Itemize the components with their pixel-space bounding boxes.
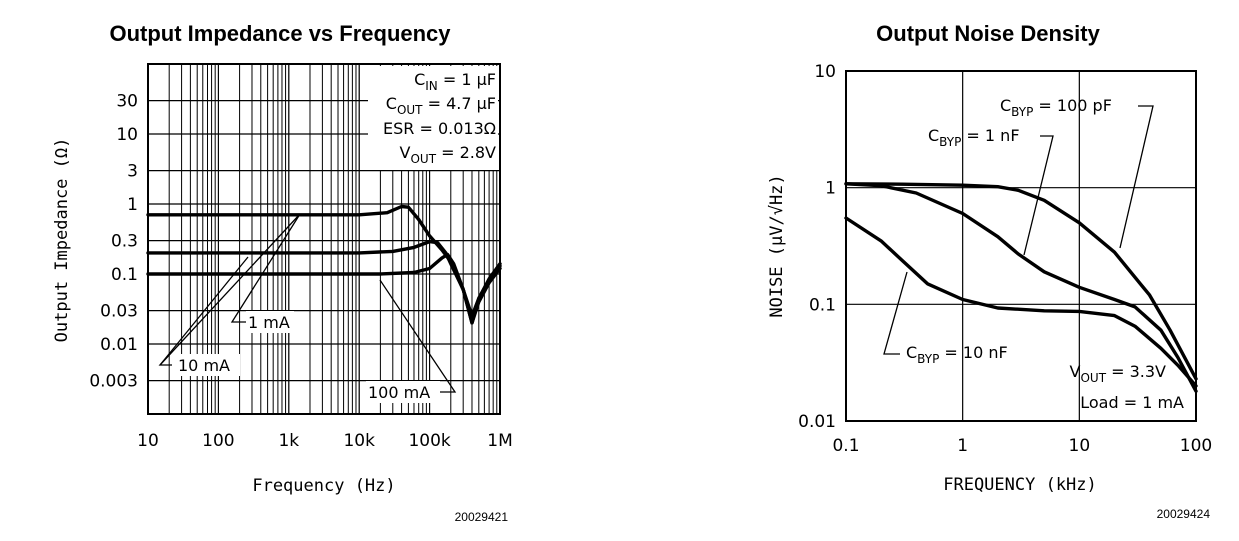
figure-id: 20029424	[1157, 507, 1211, 521]
y-axis-label: Output Impedance (Ω)	[52, 138, 72, 343]
callout-cbyp-10nf: CBYP = 10 nF	[906, 343, 1008, 366]
series-line-100-ma	[146, 252, 502, 325]
callout-cbyp-100pf: CBYP = 100 pF	[1000, 96, 1112, 119]
x-tick-label: 100k	[408, 431, 450, 451]
curves	[844, 182, 1198, 393]
x-tick-label: 1k	[278, 431, 299, 451]
y-tick-label: 1	[825, 179, 836, 199]
curves	[146, 204, 502, 325]
callout-line-10nf	[883, 271, 908, 355]
x-axis-label: FREQUENCY (kHz)	[943, 475, 1097, 495]
condition-vout: VOUT = 3.3V	[1070, 362, 1167, 385]
callout-label-bg	[176, 354, 240, 376]
series-line-cbyp-1-nf	[844, 182, 1198, 393]
x-tick-label: 1	[957, 436, 968, 456]
callout-lines	[158, 213, 457, 393]
y-tick-labels: 10 1 0.1 0.01	[798, 62, 836, 432]
x-tick-label: 0.1	[832, 436, 859, 456]
series-line-cbyp-10-nf	[844, 216, 1198, 388]
callout-line-100pf	[1119, 105, 1154, 249]
y-axis-label: NOISE (µV/√Hz)	[767, 174, 787, 317]
series-line-1-ma	[146, 204, 502, 318]
y-tick-label: 0.01	[100, 335, 138, 355]
y-tick-label: 0.01	[798, 412, 836, 432]
y-tick-label: 10	[814, 62, 836, 82]
plot-frame	[845, 70, 1197, 422]
y-tick-labels: 30 10 3 1 0.3 0.1 0.03 0.01 0.003	[89, 92, 138, 392]
grid	[147, 64, 501, 414]
condition-vout: VOUT = 2.8V	[400, 143, 497, 166]
figure-id: 20029421	[455, 510, 509, 524]
y-tick-label: 0.03	[100, 302, 138, 322]
y-tick-label: 0.1	[809, 295, 836, 315]
condition-cout: COUT = 4.7 µF	[386, 94, 496, 117]
plot-frame	[147, 63, 501, 415]
conditions-box	[368, 66, 498, 170]
y-tick-label: 0.1	[111, 265, 138, 285]
series-line-cbyp-100-pf	[844, 182, 1198, 381]
x-tick-label: 1M	[487, 431, 512, 451]
callout-cbyp-1nf: CBYP = 1 nF	[928, 126, 1020, 149]
callout-label-bg	[246, 311, 294, 333]
callout-line-10ma-b	[159, 256, 249, 366]
condition-load: Load = 1 mA	[1080, 393, 1184, 412]
x-tick-label: 10k	[343, 431, 375, 451]
chart-impedance: Output Impedance vs Frequency 30 10 3 1 0.3 0…	[52, 21, 513, 524]
y-tick-label: 0.003	[89, 372, 138, 392]
x-tick-label: 10	[1069, 436, 1091, 456]
callout-100ma: 100 mA	[368, 383, 430, 402]
callout-line-1nf	[1023, 135, 1054, 256]
callout-label-bg	[366, 381, 440, 403]
y-tick-label: 30	[116, 92, 138, 112]
condition-cin: CIN = 1 µF	[414, 70, 496, 93]
y-tick-label: 0.3	[111, 232, 138, 252]
callout-1ma: 1 mA	[248, 313, 290, 332]
chart-title: Output Impedance vs Frequency	[109, 21, 451, 46]
x-axis-label: Frequency (Hz)	[252, 476, 395, 496]
x-tick-labels: 10 100 1k 10k 100k 1M	[137, 431, 513, 451]
callout-line-100ma	[379, 279, 457, 393]
x-tick-labels: 0.1 1 10 100	[832, 436, 1212, 456]
callout-lines	[883, 105, 1154, 355]
y-tick-label: 1	[127, 195, 138, 215]
x-tick-label: 10	[137, 431, 159, 451]
callout-line-1ma	[230, 213, 301, 323]
chart-title: Output Noise Density	[876, 21, 1100, 46]
callout-10ma: 10 mA	[178, 356, 230, 375]
callout-line-10ma-a	[158, 213, 301, 366]
x-tick-label: 100	[202, 431, 234, 451]
x-tick-label: 100	[1180, 436, 1212, 456]
y-tick-label: 3	[127, 162, 138, 182]
condition-esr: ESR = 0.013Ω	[383, 119, 496, 138]
y-tick-label: 10	[116, 125, 138, 145]
